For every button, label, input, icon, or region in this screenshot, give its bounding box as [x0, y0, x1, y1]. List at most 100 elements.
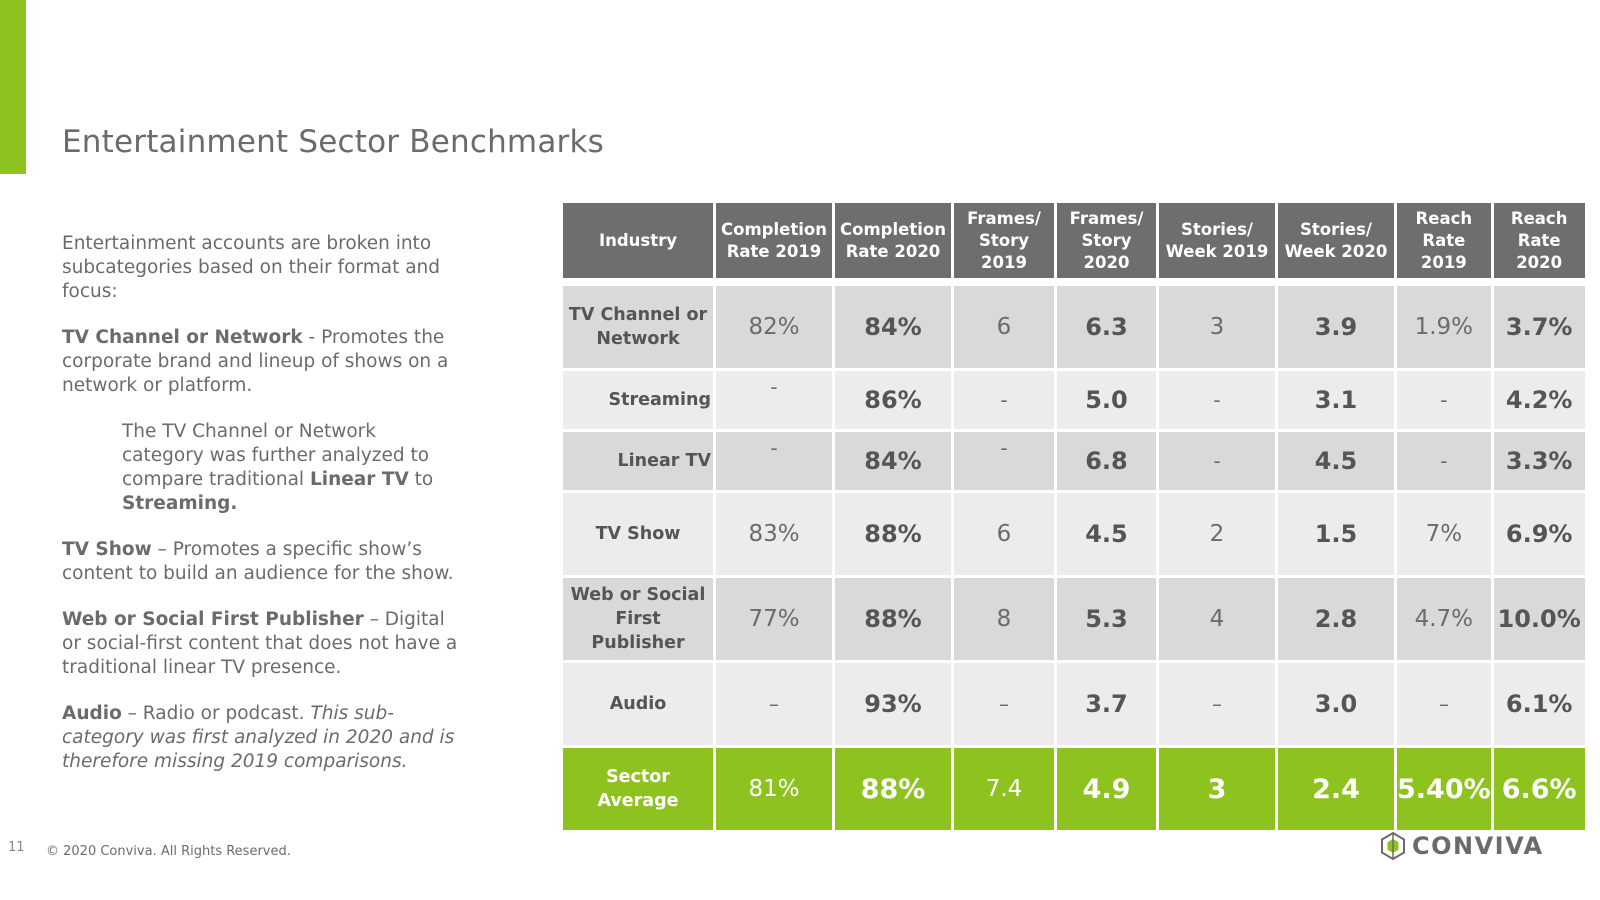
table-row: TV Channel or Network 82% 84% 6 6.3 3 3.… [563, 286, 1585, 368]
page-title: Entertainment Sector Benchmarks [62, 124, 604, 160]
value-cell: 3.0 [1278, 663, 1394, 745]
value-cell: - [716, 432, 832, 490]
value-cell: 5.40% [1397, 748, 1491, 830]
industry-cell: Linear TV [563, 432, 713, 490]
web-social-term: Web or Social First Publisher [62, 609, 364, 630]
value-cell: 88% [835, 493, 951, 575]
industry-cell: Sector Average [563, 748, 713, 830]
value-cell: 5.3 [1057, 578, 1156, 660]
value-cell: 6.1% [1493, 663, 1585, 745]
value-cell: 1.5 [1278, 493, 1394, 575]
table-row: Audio – 93% – 3.7 – 3.0 – 6.1% [563, 663, 1585, 745]
value-cell: 4.9 [1057, 748, 1156, 830]
value-cell: 6 [954, 493, 1054, 575]
spacer-cell [563, 281, 1585, 283]
value-cell: – [716, 663, 832, 745]
value-cell: 3.1 [1278, 371, 1394, 429]
logo-text: CONVIVA [1412, 832, 1544, 860]
value-cell: 6.9% [1493, 493, 1585, 575]
web-social-description: Web or Social First Publisher – Digital … [62, 608, 462, 680]
value-cell: 3.7% [1493, 286, 1585, 368]
header-reach-2019: Reach Rate 2019 [1397, 203, 1491, 278]
value-cell: 10.0% [1493, 578, 1585, 660]
industry-cell: Audio [563, 663, 713, 745]
tv-show-text: – Promotes a specific show’s content to … [62, 539, 454, 584]
table-row: Linear TV - 84% - 6.8 - 4.5 - 3.3% [563, 432, 1585, 490]
value-cell: 6.6% [1493, 748, 1585, 830]
value-cell: 3.7 [1057, 663, 1156, 745]
value-cell: 83% [716, 493, 832, 575]
value-cell: 88% [835, 748, 951, 830]
value-cell: 3.9 [1278, 286, 1394, 368]
description-panel: Entertainment accounts are broken into s… [62, 232, 462, 796]
value-cell: 7.4 [954, 748, 1054, 830]
value-cell: 81% [716, 748, 832, 830]
industry-cell: TV Show [563, 493, 713, 575]
header-frames-2020: Frames/ Story 2020 [1057, 203, 1156, 278]
value-cell: 6.8 [1057, 432, 1156, 490]
value-cell: - [1159, 432, 1275, 490]
value-cell: 86% [835, 371, 951, 429]
industry-cell: TV Channel or Network [563, 286, 713, 368]
value-cell: 4.5 [1057, 493, 1156, 575]
value-cell: 88% [835, 578, 951, 660]
value-cell: 3 [1159, 286, 1275, 368]
audio-text: – Radio or podcast. [121, 703, 311, 724]
value-cell: 2.4 [1278, 748, 1394, 830]
table-row: TV Show 83% 88% 6 4.5 2 1.5 7% 6.9% [563, 493, 1585, 575]
value-cell: - [1397, 432, 1491, 490]
header-stories-2019: Stories/ Week 2019 [1159, 203, 1275, 278]
tv-channel-text: - Promotes the corporate brand and lineu… [62, 327, 449, 396]
value-cell: 7% [1397, 493, 1491, 575]
further-analysis-note: The TV Channel or Network category was f… [122, 420, 462, 516]
industry-cell: Streaming [563, 371, 713, 429]
copyright-text: © 2020 Conviva. All Rights Reserved. [46, 844, 291, 859]
value-cell: 2.8 [1278, 578, 1394, 660]
value-cell: 82% [716, 286, 832, 368]
linear-tv-term: Linear TV [309, 469, 409, 490]
value-cell: 1.9% [1397, 286, 1491, 368]
header-frames-2019: Frames/ Story 2019 [954, 203, 1054, 278]
audio-term: Audio [62, 703, 122, 724]
tv-channel-term: TV Channel or Network [62, 327, 303, 348]
value-cell: 2 [1159, 493, 1275, 575]
value-cell: 4 [1159, 578, 1275, 660]
value-cell: – [1397, 663, 1491, 745]
value-cell: – [954, 663, 1054, 745]
header-spacer [563, 281, 1585, 283]
accent-bar [0, 0, 26, 174]
value-cell: - [1159, 371, 1275, 429]
header-industry: Industry [563, 203, 713, 278]
value-cell: 3.3% [1493, 432, 1585, 490]
value-cell: 8 [954, 578, 1054, 660]
further-text-before: The TV Channel or Network category was f… [122, 421, 430, 490]
industry-cell: Web or Social First Publisher [563, 578, 713, 660]
sector-average-row: Sector Average 81% 88% 7.4 4.9 3 2.4 5.4… [563, 748, 1585, 830]
intro-text: Entertainment accounts are broken into s… [62, 233, 441, 302]
value-cell: – [1159, 663, 1275, 745]
value-cell: 77% [716, 578, 832, 660]
value-cell: 4.5 [1278, 432, 1394, 490]
tv-channel-description: TV Channel or Network - Promotes the cor… [62, 326, 462, 398]
table-header-row: Industry Completion Rate 2019 Completion… [563, 203, 1585, 278]
header-completion-2020: Completion Rate 2020 [835, 203, 951, 278]
value-cell: - [716, 371, 832, 429]
table-row: Web or Social First Publisher 77% 88% 8 … [563, 578, 1585, 660]
conviva-logo-icon [1381, 832, 1405, 860]
streaming-term: Streaming. [122, 493, 238, 514]
benchmarks-table: Industry Completion Rate 2019 Completion… [560, 200, 1588, 833]
value-cell: 4.2% [1493, 371, 1585, 429]
value-cell: 3 [1159, 748, 1275, 830]
header-reach-2020: Reach Rate 2020 [1493, 203, 1585, 278]
table-row: Streaming - 86% - 5.0 - 3.1 - 4.2% [563, 371, 1585, 429]
header-completion-2019: Completion Rate 2019 [716, 203, 832, 278]
audio-description: Audio – Radio or podcast. This sub-categ… [62, 702, 462, 774]
value-cell: 93% [835, 663, 951, 745]
header-stories-2020: Stories/ Week 2020 [1278, 203, 1394, 278]
tv-show-term: TV Show [62, 539, 152, 560]
value-cell: 6 [954, 286, 1054, 368]
value-cell: - [1397, 371, 1491, 429]
audio-note: This sub-category was first analyzed in … [62, 703, 455, 772]
value-cell: 84% [835, 286, 951, 368]
value-cell: 4.7% [1397, 578, 1491, 660]
